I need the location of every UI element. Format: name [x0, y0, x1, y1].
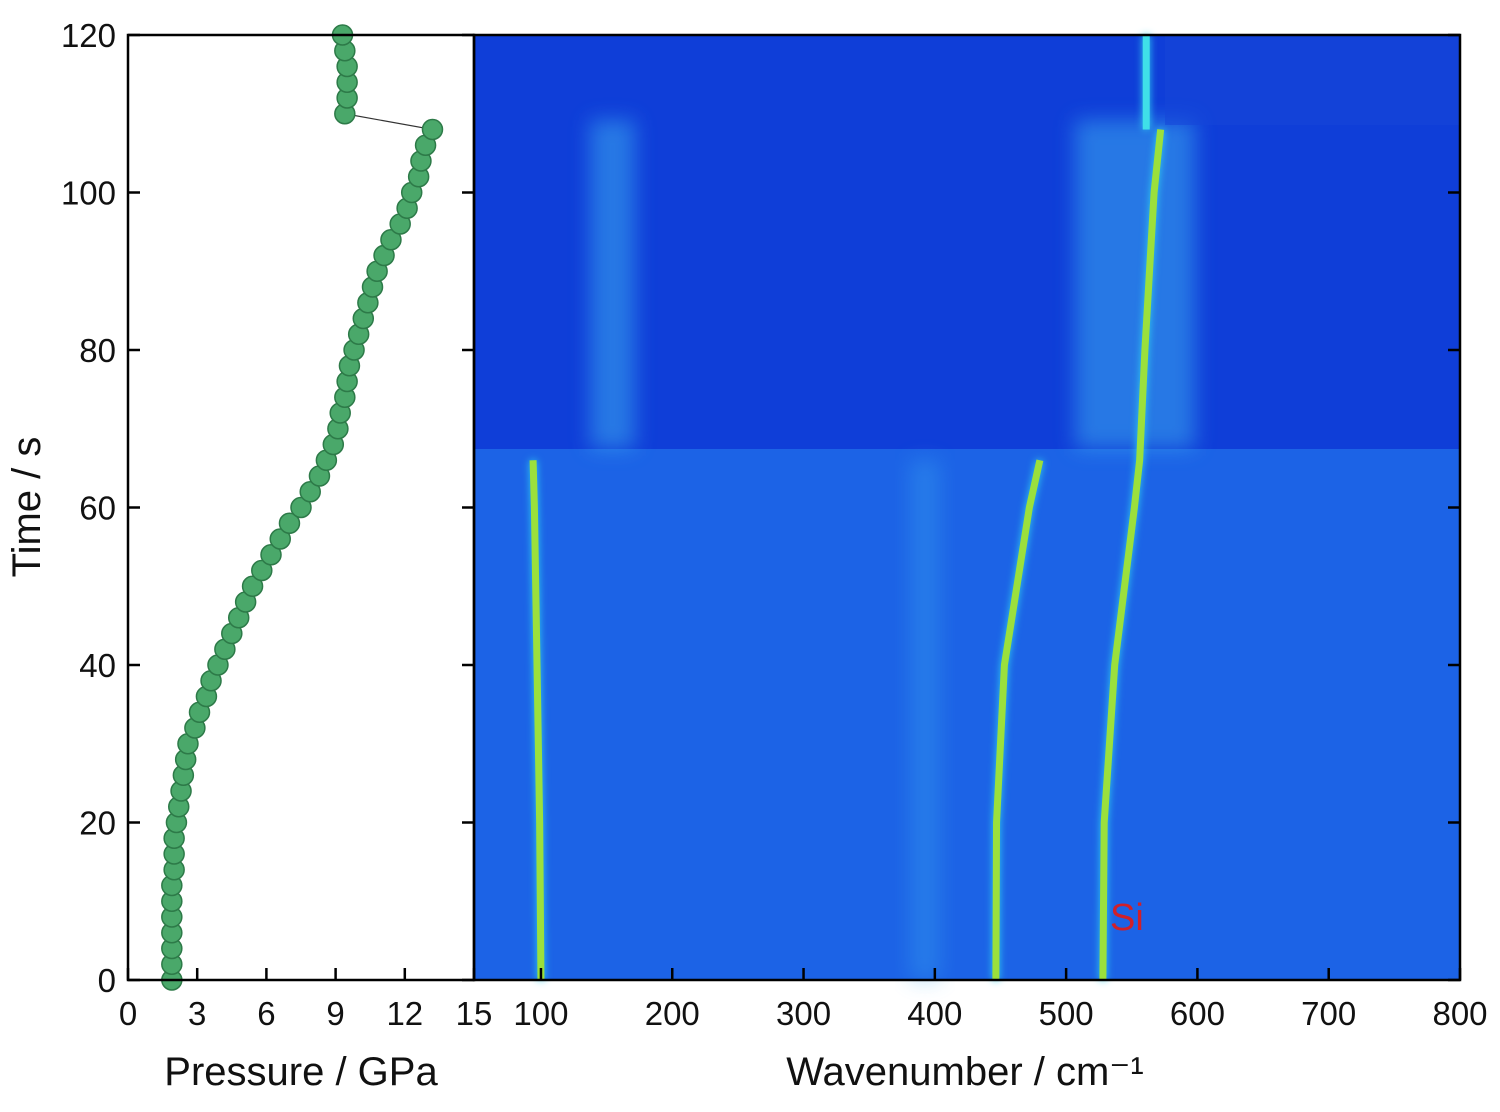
y-axis-label: Time / s — [5, 437, 49, 578]
x-tick-label: 200 — [645, 995, 700, 1032]
y-tick-label: 60 — [79, 490, 116, 527]
heatmap-background — [474, 35, 1460, 980]
x-tick-label: 6 — [257, 995, 275, 1032]
x-tick-label: 0 — [119, 995, 137, 1032]
data-point — [251, 559, 273, 582]
x-tick-label: 15 — [456, 995, 493, 1032]
x-tick-label: 100 — [513, 995, 568, 1032]
x-axis-label: Pressure / GPa — [164, 1050, 438, 1094]
x-tick-label: 800 — [1432, 995, 1487, 1032]
y-tick-label: 80 — [79, 332, 116, 369]
peak-trace — [1099, 129, 1165, 981]
x-tick-label: 600 — [1170, 995, 1225, 1032]
annotation: Si — [1110, 897, 1144, 939]
data-point — [269, 528, 291, 550]
y-tick-label: 20 — [79, 805, 116, 842]
y-tick-label: 0 — [98, 962, 116, 999]
peak-trace — [992, 459, 1044, 981]
data-point — [299, 481, 321, 503]
x-tick-label: 3 — [188, 995, 206, 1032]
data-point — [241, 575, 264, 597]
x-tick-label: 9 — [326, 995, 344, 1032]
plot-area — [161, 24, 1165, 991]
x-axis-label: Wavenumber / cm⁻¹ — [786, 1050, 1143, 1094]
x-tick-label: 700 — [1301, 995, 1356, 1032]
x-tick-label: 300 — [776, 995, 831, 1032]
x-tick-label: 500 — [1039, 995, 1094, 1032]
data-point — [278, 512, 301, 534]
x-tick-label: 400 — [907, 995, 962, 1032]
y-tick-label: 40 — [79, 647, 116, 684]
peak-trace — [529, 460, 545, 981]
data-point — [290, 496, 312, 519]
data-point — [260, 544, 282, 566]
data-point — [421, 118, 444, 141]
data-point — [380, 229, 402, 251]
y-tick-label: 120 — [61, 17, 116, 54]
x-tick-label: 12 — [386, 995, 423, 1032]
y-tick-label: 100 — [61, 175, 116, 212]
